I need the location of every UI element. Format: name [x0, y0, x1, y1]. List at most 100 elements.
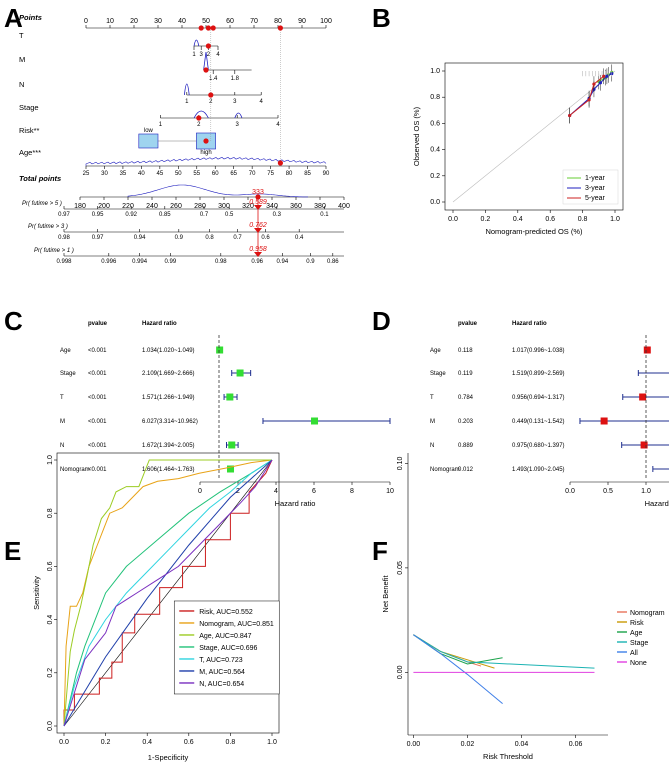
- roc-y-tick-label: 0.4: [47, 615, 54, 625]
- forest-row-pvalue: <0.001: [88, 371, 107, 377]
- selected-value-dot: [198, 25, 204, 31]
- probability-tick-label: 0.8: [205, 235, 214, 241]
- age-axis-tick-label: 30: [101, 171, 108, 177]
- dca-x-tick-label: 0.04: [515, 741, 529, 748]
- roc-y-tick-label: 0.0: [47, 721, 54, 731]
- forest-row-name: Nomogram: [60, 467, 90, 473]
- selected-value-dot: [210, 25, 216, 31]
- forest-pvalue-header: pvalue: [88, 321, 108, 327]
- forest-x-tick-label: 1.0: [641, 488, 651, 495]
- selected-value-dot: [196, 115, 202, 121]
- nomogram-row-label: N: [19, 80, 24, 89]
- selected-value-dot: [277, 160, 283, 166]
- total-points-tick-label: 180: [74, 203, 86, 210]
- roc-y-tick-label: 0.6: [47, 561, 54, 571]
- calibration-point: [568, 113, 572, 118]
- t-axis-tick-label: 4: [216, 52, 220, 58]
- age-axis-tick-label: 45: [157, 171, 164, 177]
- points-axis-tick-label: 60: [226, 18, 234, 25]
- calibration-x-tick-label: 1.0: [610, 216, 620, 223]
- forest-x-tick-label: 0: [198, 488, 202, 495]
- age-distribution-curve: [85, 157, 327, 166]
- forest-row-pvalue: <0.001: [88, 443, 107, 449]
- forest-row-name: Age: [430, 348, 441, 354]
- points-axis-tick-label: 20: [130, 18, 138, 25]
- roc-curve: [63, 459, 273, 727]
- calibration-legend-label: 5-year: [585, 195, 606, 202]
- total-points-tick-label: 380: [314, 203, 326, 210]
- stage-axis-tick-label: 2: [197, 122, 201, 128]
- forest-hr-square: [600, 417, 608, 425]
- roc-x-tick-label: 0.6: [184, 739, 194, 746]
- stage-axis-tick-label: 4: [276, 122, 280, 128]
- risk-low-box: [138, 133, 159, 149]
- forest-row-hr-text: 1.606(1.464~1.763): [142, 467, 195, 473]
- dca-curve: [413, 634, 495, 669]
- probability-tick-label: 0.1: [320, 212, 329, 218]
- probability-tick-label: 0.7: [233, 235, 242, 241]
- nomogram-row-label: Pr( futime > 3 ): [28, 224, 68, 230]
- calibration-point: [598, 81, 603, 85]
- forest-row-hr-text: 0.975(0.680~1.397): [512, 443, 565, 449]
- forest-row-hr-text: 2.109(1.669~2.666): [142, 371, 195, 377]
- panel-letter-d: D: [372, 306, 391, 336]
- stage-distribution-curve: [193, 110, 209, 119]
- stage-distribution-curve: [234, 112, 243, 119]
- forest-row-hr-text: 1.493(1.090~2.045): [512, 467, 565, 473]
- forest-row-pvalue: 0.889: [458, 443, 474, 449]
- total-points-distribution-curve: [127, 184, 308, 198]
- calibration-y-tick-label: 0.6: [430, 120, 440, 127]
- selected-value-dot: [208, 92, 214, 98]
- forest-row-hr-text: 1.519(0.899~2.569): [512, 371, 565, 377]
- t-axis-tick-label: 1: [192, 52, 196, 58]
- forest-row-name: Stage: [430, 371, 446, 377]
- roc-x-tick-label: 0.2: [101, 739, 111, 746]
- dca-legend-label: All: [630, 650, 638, 657]
- age-axis-tick-label: 25: [83, 171, 90, 177]
- roc-legend-label: Age, AUC=0.847: [199, 633, 251, 640]
- calibration-legend-label: 3-year: [585, 185, 606, 192]
- total-points-tick-label: 220: [122, 203, 134, 210]
- probability-tick-label: 0.96: [251, 259, 263, 265]
- forest-hr-square: [643, 346, 651, 354]
- probability-tick-label: 0.92: [125, 212, 137, 218]
- age-axis-tick-label: 35: [120, 171, 127, 177]
- probability-tick-label: 0.994: [132, 259, 148, 265]
- forest-row-name: T: [430, 395, 434, 401]
- roc-curve: [63, 459, 273, 727]
- calibration-x-tick-label: 0.8: [578, 216, 588, 223]
- age-axis-tick-label: 55: [193, 171, 200, 177]
- panel-letter-f: F: [372, 536, 388, 566]
- calibration-x-tick-label: 0.0: [448, 216, 458, 223]
- stage-axis-tick-label: 3: [236, 122, 240, 128]
- t-axis-tick-label: 3: [200, 52, 204, 58]
- total-points-tick-label: 340: [266, 203, 278, 210]
- forest-row-hr-text: 0.956(0.694~1.317): [512, 395, 565, 401]
- forest-row-pvalue: <0.001: [88, 348, 107, 354]
- roc-legend-label: N, AUC=0.654: [199, 681, 244, 688]
- forest-row-hr-text: 6.027(3.314~10.962): [142, 419, 198, 425]
- probability-tick-label: 0.86: [327, 259, 339, 265]
- calibration-diagonal: [452, 70, 616, 203]
- probability-tick-label: 0.3: [273, 212, 282, 218]
- total-points-tick-label: 280: [194, 203, 206, 210]
- forest-row-pvalue: <0.001: [88, 395, 107, 401]
- forest-hr-square: [236, 369, 244, 377]
- dca-y-label: Net Benefit: [381, 575, 390, 613]
- dca-curve: [413, 634, 503, 705]
- age-axis-tick-label: 40: [138, 171, 145, 177]
- forest-hr-square: [226, 393, 234, 401]
- forest-hr-square: [640, 441, 648, 449]
- points-axis-tick-label: 50: [202, 18, 210, 25]
- dca-x-label: Risk Threshold: [483, 752, 533, 761]
- probability-tick-label: 0.996: [101, 259, 117, 265]
- nomogram-row-label: Pr( futime > 1 ): [34, 248, 74, 254]
- calibration-point: [605, 74, 609, 78]
- forest-row-hr-text: 0.449(0.131~1.542): [512, 419, 565, 425]
- calibration-x-tick-label: 0.2: [481, 216, 491, 223]
- points-axis-tick-label: 100: [320, 18, 332, 25]
- calibration-x-label: Nomogram-predicted OS (%): [485, 227, 583, 236]
- calibration-point: [602, 74, 606, 78]
- dca-y-tick-label: 0.10: [397, 457, 404, 471]
